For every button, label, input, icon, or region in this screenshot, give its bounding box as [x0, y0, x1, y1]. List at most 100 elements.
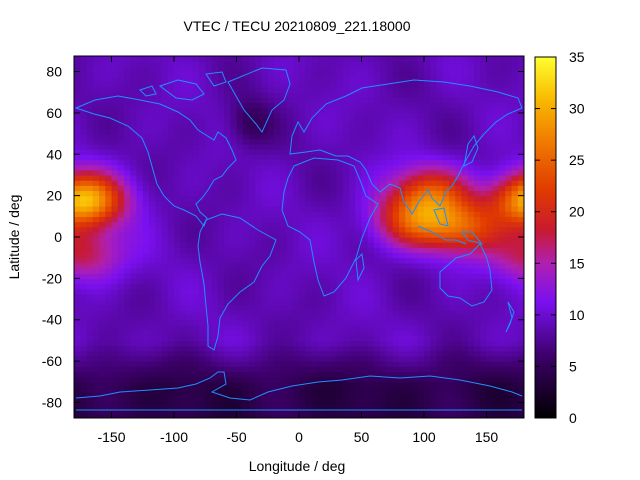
heatmap-cell — [386, 174, 394, 181]
heatmap-cell — [449, 159, 456, 166]
heatmap-cell — [405, 371, 413, 378]
heatmap-cell — [180, 180, 188, 186]
heatmap-cell — [342, 237, 350, 243]
heatmap-cell — [192, 118, 200, 124]
heatmap-cell — [92, 366, 100, 373]
heatmap-cell — [199, 242, 206, 248]
heatmap-cell — [130, 412, 138, 418]
heatmap-cell — [442, 371, 450, 378]
heatmap-cell — [499, 257, 506, 264]
heatmap-cell — [105, 257, 113, 264]
heatmap-cell — [455, 128, 463, 135]
heatmap-cell — [205, 174, 213, 181]
heatmap-cell — [167, 66, 175, 73]
heatmap-cell — [511, 262, 519, 269]
heatmap-cell — [255, 216, 263, 223]
heatmap-cell — [405, 97, 413, 104]
heatmap-cell — [136, 288, 144, 295]
heatmap-cell — [461, 376, 469, 383]
heatmap-cell — [142, 252, 150, 259]
heatmap-cell — [155, 330, 163, 336]
heatmap-cell — [311, 118, 319, 124]
heatmap-cell — [499, 76, 506, 83]
heatmap-cell — [392, 402, 400, 409]
heatmap-cell — [105, 81, 113, 88]
heatmap-cell — [142, 112, 150, 119]
heatmap-cell — [267, 76, 275, 83]
heatmap-cell — [86, 56, 94, 62]
heatmap-cell — [367, 340, 375, 347]
heatmap-cell — [405, 397, 413, 404]
heatmap-cell — [324, 149, 331, 155]
heatmap-cell — [211, 211, 219, 217]
heatmap-cell — [336, 371, 344, 378]
heatmap-cell — [305, 366, 313, 373]
heatmap-cell — [505, 180, 513, 186]
heatmap-cell — [80, 273, 88, 279]
heatmap-cell — [467, 262, 475, 269]
heatmap-cell — [392, 112, 400, 119]
heatmap-cell — [499, 81, 506, 88]
heatmap-cell — [149, 252, 156, 259]
heatmap-cell — [267, 288, 275, 295]
heatmap-cell — [392, 293, 400, 300]
heatmap-cell — [130, 330, 138, 336]
heatmap-cell — [99, 211, 106, 217]
heatmap-cell — [336, 299, 344, 305]
heatmap-cell — [74, 164, 81, 171]
heatmap-cell — [336, 278, 344, 285]
heatmap-cell — [274, 283, 281, 290]
heatmap-cell — [349, 66, 356, 73]
heatmap-cell — [205, 402, 213, 409]
heatmap-cell — [399, 221, 406, 228]
heatmap-cell — [186, 330, 194, 336]
heatmap-cell — [442, 128, 450, 135]
heatmap-cell — [449, 216, 456, 223]
heatmap-cell — [517, 123, 524, 129]
heatmap-cell — [474, 87, 481, 93]
heatmap-cell — [217, 195, 225, 202]
heatmap-cell — [305, 138, 313, 145]
heatmap-cell — [374, 112, 381, 119]
heatmap-cell — [517, 226, 524, 233]
heatmap-cell — [80, 180, 88, 186]
heatmap-cell — [461, 71, 469, 78]
heatmap-cell — [211, 159, 219, 166]
heatmap-cell — [74, 97, 81, 104]
heatmap-cell — [217, 376, 225, 383]
heatmap-cell — [217, 133, 225, 140]
heatmap-cell — [305, 392, 313, 398]
heatmap-cell — [374, 392, 381, 398]
heatmap-cell — [305, 407, 313, 414]
heatmap-cell — [499, 216, 506, 223]
heatmap-cell — [99, 76, 106, 83]
heatmap-cell — [311, 314, 319, 321]
heatmap-cell — [430, 262, 438, 269]
heatmap-cell — [249, 257, 256, 264]
heatmap-cell — [86, 174, 94, 181]
heatmap-cell — [511, 392, 519, 398]
heatmap-cell — [436, 76, 444, 83]
heatmap-cell — [324, 299, 331, 305]
heatmap-cell — [324, 278, 331, 285]
heatmap-cell — [317, 376, 325, 383]
heatmap-cell — [336, 314, 344, 321]
heatmap-cell — [399, 169, 406, 176]
heatmap-cell — [299, 402, 306, 409]
heatmap-cell — [361, 216, 369, 223]
heatmap-cell — [161, 392, 169, 398]
heatmap-cell — [380, 371, 388, 378]
heatmap-cell — [199, 87, 206, 93]
heatmap-cell — [324, 195, 331, 202]
heatmap-cell — [399, 273, 406, 279]
heatmap-cell — [130, 361, 138, 367]
heatmap-cell — [311, 216, 319, 223]
heatmap-cell — [192, 293, 200, 300]
heatmap-cell — [361, 293, 369, 300]
heatmap-cell — [380, 61, 388, 67]
heatmap-cell — [167, 231, 175, 238]
heatmap-cell — [136, 309, 144, 316]
heatmap-cell — [280, 221, 288, 228]
heatmap-cell — [367, 392, 375, 398]
heatmap-cell — [86, 335, 94, 342]
